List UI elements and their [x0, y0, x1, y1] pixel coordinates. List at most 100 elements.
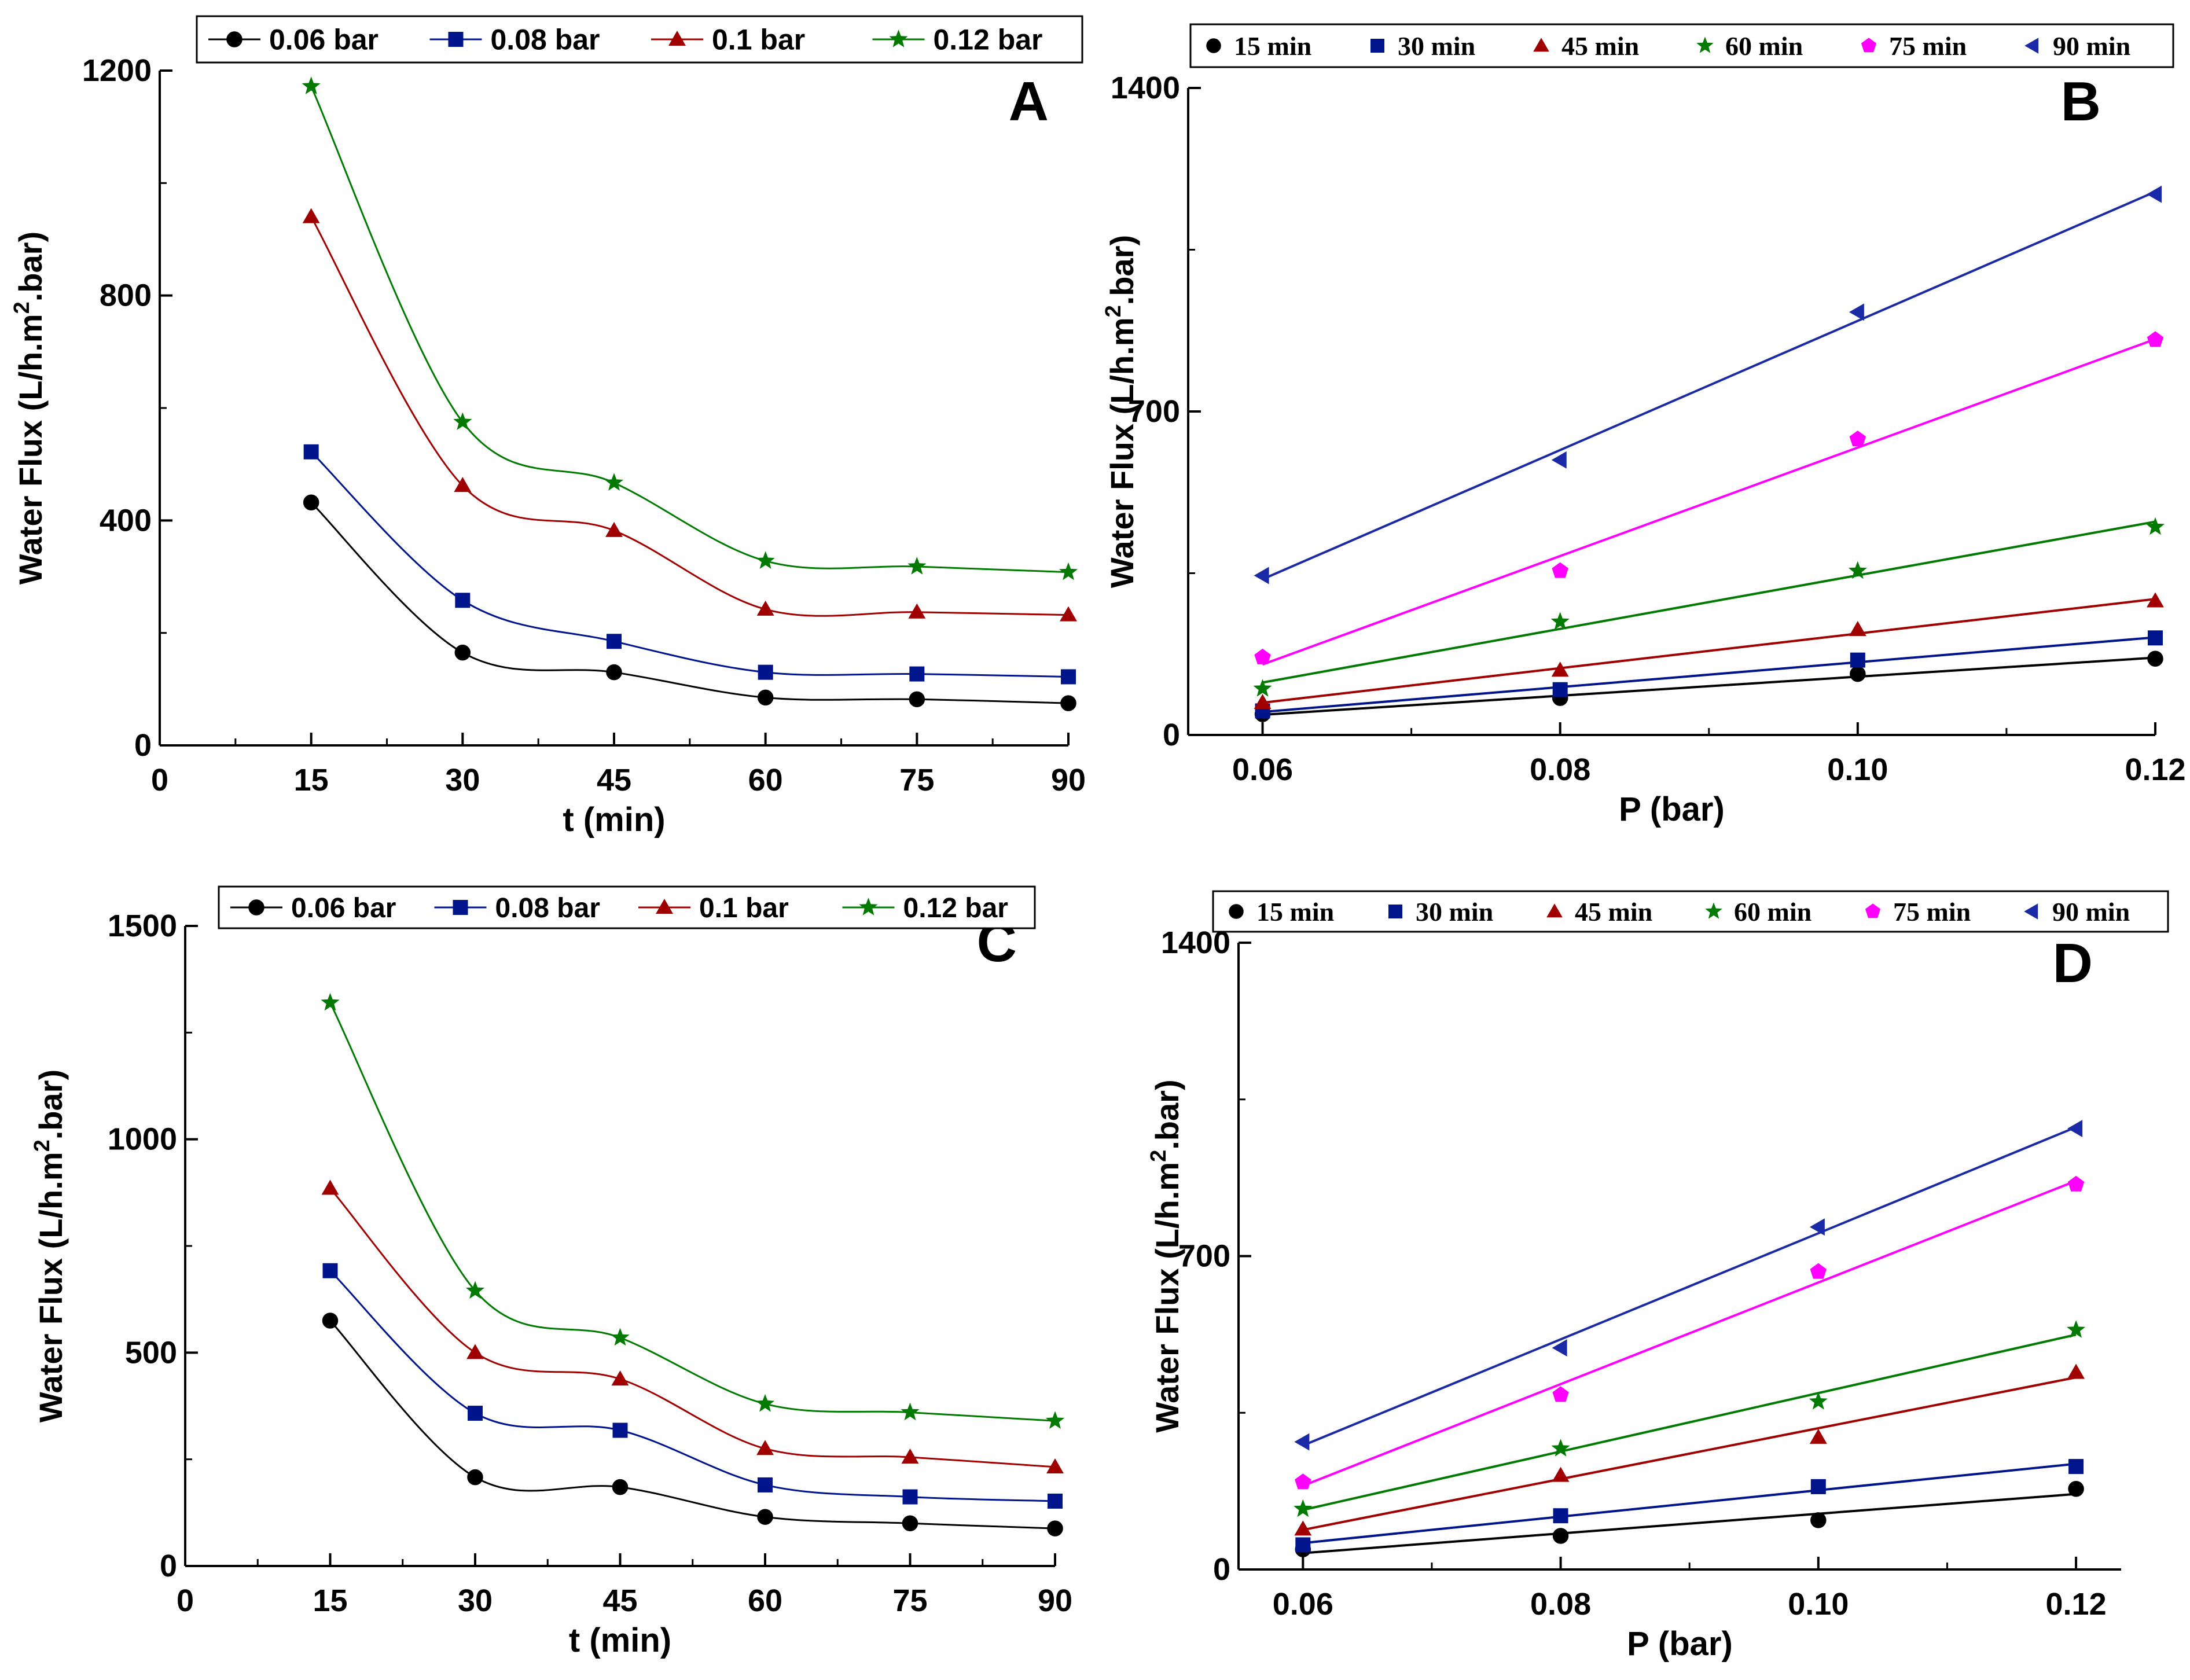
data-point-30: [468, 1406, 483, 1421]
data-point-30: [467, 1469, 483, 1486]
chart-panel-a: 0 400 800 1200 0 15 30 45 60 75 90 t (min) Water Flu…: [0, 0, 1095, 839]
data-point-0.08: [1552, 562, 1568, 578]
fit-line: [1262, 636, 2156, 714]
y-tick-label: 800: [100, 278, 152, 313]
legend-item: 90 min: [2024, 31, 2130, 61]
legend-label: 0.06 bar: [291, 893, 396, 924]
data-point-15: [321, 992, 340, 1011]
legend-marker: [656, 899, 673, 914]
chart-b: 0 700 1400 0.06 0.08 0.10 0.12 P (bar) Water Flu…: [1101, 23, 2186, 828]
data-point-0.1: [1809, 1392, 1828, 1410]
x-axis-title: t (min): [569, 1622, 671, 1659]
series-90-min: [1254, 185, 2162, 584]
data-point-0.06: [1254, 648, 1271, 664]
fit-line: [1262, 338, 2156, 666]
fit-line: [1302, 1333, 2077, 1512]
y-axis-title: Water Flux (L/h.m2.bar): [30, 1069, 69, 1422]
series-0-12-bar: [321, 992, 1065, 1429]
y-tick-label: 700: [1128, 394, 1180, 429]
legend-label: 90 min: [2053, 31, 2130, 61]
legend-marker: [226, 31, 242, 47]
data-point-60: [756, 1440, 774, 1455]
data-point-90: [1060, 606, 1077, 622]
legend-item: 45 min: [1533, 31, 1639, 61]
fit-line: [1303, 1492, 2077, 1554]
x-tick-label: 15: [294, 763, 329, 797]
x-axis-title: P (bar): [1619, 791, 1725, 828]
x-tick-label: 60: [748, 763, 783, 797]
chart-c: 0 500 1000 1500 0 15 30 45 60 75 90 t (min) Water Fl…: [30, 885, 1072, 1659]
x-tick-label: 0: [151, 763, 168, 797]
series-0-06-bar: [322, 1313, 1063, 1536]
series-0-12-bar: [302, 76, 1078, 580]
data-point-15: [303, 444, 319, 459]
x-tick-label: 75: [892, 1583, 927, 1618]
data-point-0.12: [2147, 592, 2164, 608]
y-tick-label: 1200: [82, 53, 152, 88]
data-point-0.08: [1552, 1339, 1567, 1357]
fit-line: [1302, 1179, 2077, 1487]
data-point-45: [604, 473, 624, 491]
data-point-0.12: [2147, 185, 2162, 203]
data-point-0.1: [1810, 1479, 1826, 1494]
legend-marker: [453, 900, 468, 915]
data-point-75: [907, 557, 927, 575]
y-axis-title: Water Flux (L/h.m2.bar): [1101, 235, 1140, 588]
legend-label: 60 min: [1734, 897, 1811, 927]
legend-item: 15 min: [1206, 31, 1311, 61]
data-point-0.06: [1295, 1537, 1311, 1553]
data-point-0.08: [1552, 682, 1568, 697]
legend-item: 0.12 bar: [872, 24, 1043, 56]
panel-label: B: [2061, 71, 2101, 133]
data-point-45: [612, 1479, 629, 1495]
y-tick-label: 400: [100, 503, 152, 538]
legend-marker: [1865, 903, 1881, 918]
x-tick-label: 0.10: [1788, 1587, 1849, 1622]
legend-item: 0.06 bar: [208, 24, 379, 56]
x-tick-label: 30: [445, 763, 480, 797]
legend-label: 15 min: [1256, 897, 1334, 927]
x-tick-label: 30: [458, 1583, 493, 1618]
data-point-0.12: [2068, 1481, 2084, 1497]
data-point-0.1: [1849, 620, 1866, 636]
y-tick-label: 0: [160, 1549, 177, 1583]
data-point-15: [303, 494, 319, 510]
data-point-0.08: [1551, 661, 1569, 677]
legend-box: [1212, 890, 2169, 933]
legend: 15 min 30 min 45 min 60 min 75 min 90 min: [1212, 890, 2169, 933]
data-point-0.08: [1551, 451, 1567, 469]
x-tick-label: 90: [1038, 1583, 1072, 1618]
data-point-0.12: [2148, 630, 2163, 646]
data-point-75: [909, 666, 925, 682]
chart-panel-b: 0 700 1400 0.06 0.08 0.10 0.12 P (bar) Water Flu…: [1095, 0, 2190, 839]
legend-item: 0.08 bar: [434, 893, 600, 924]
legend-label: 0.06 bar: [269, 24, 379, 56]
legend-item: 30 min: [1370, 31, 1475, 61]
chart-panel-c: 0 500 1000 1500 0 15 30 45 60 75 90 t (min) Water Fl…: [0, 839, 1095, 1677]
series-line: [329, 1320, 1056, 1530]
y-tick-label: 1500: [108, 909, 177, 943]
data-point-0.1: [1810, 1263, 1827, 1279]
legend-marker: [1705, 902, 1722, 919]
data-point-0.12: [2147, 650, 2163, 667]
chart-a: 0 400 800 1200 0 15 30 45 60 75 90 t (min) Water Flu…: [10, 15, 1086, 839]
x-axis-title: t (min): [563, 801, 665, 839]
x-tick-label: 0.08: [1530, 1587, 1591, 1622]
data-point-30: [453, 412, 472, 430]
legend-item: 0.1 bar: [638, 893, 789, 924]
legend-label: 15 min: [1234, 31, 1311, 61]
legend-item: 75 min: [1865, 897, 1971, 927]
legend-box: [196, 15, 1083, 64]
legend-marker: [1861, 38, 1877, 53]
data-point-90: [1046, 1458, 1064, 1473]
data-point-90: [1061, 669, 1076, 685]
data-point-45: [605, 521, 623, 537]
legend-marker: [1370, 39, 1384, 53]
x-tick-label: 0.12: [2046, 1587, 2107, 1622]
data-point-0.12: [2067, 1320, 2086, 1338]
series-line: [310, 86, 1069, 574]
legend-marker: [248, 899, 264, 916]
legend-item: 60 min: [1696, 31, 1803, 61]
series-0-08-bar: [322, 1263, 1063, 1509]
